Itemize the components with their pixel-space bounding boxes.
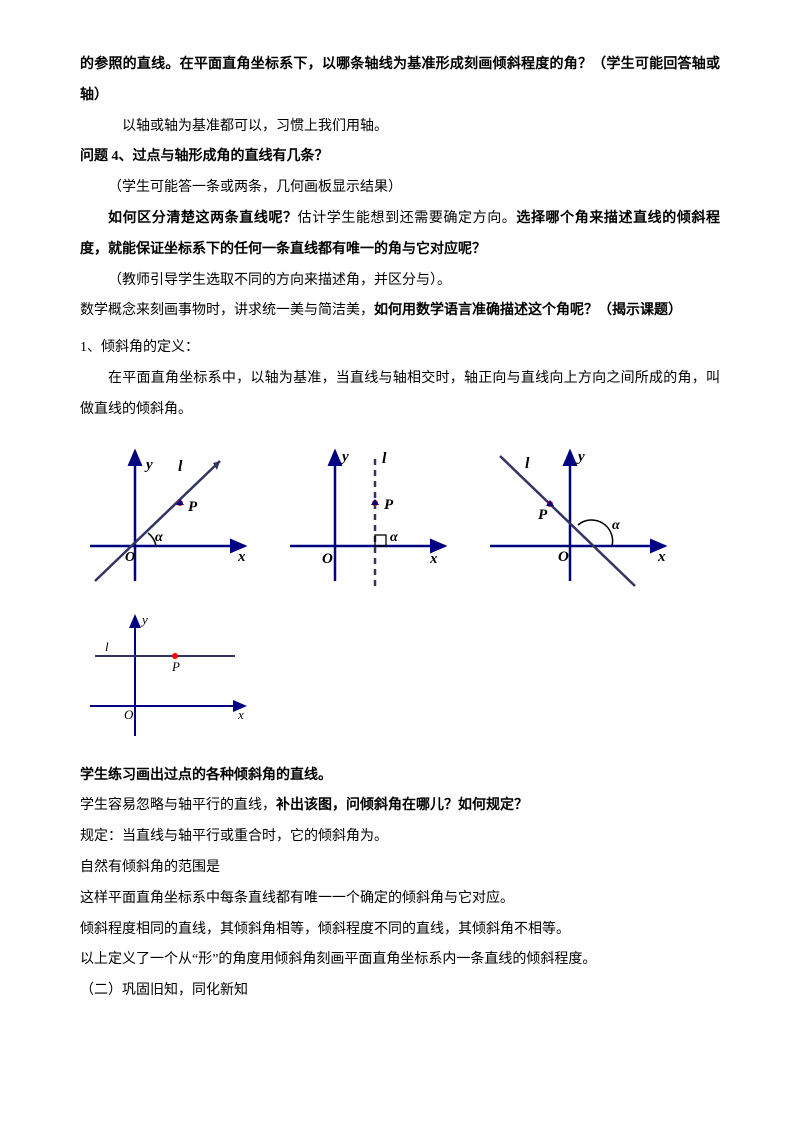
svg-text:x: x bbox=[429, 551, 438, 567]
concept-paragraph: 数学概念来刻画事物时，讲求统一美与简洁美，如何用数学语言准确描述这个角呢？（揭示… bbox=[80, 296, 720, 327]
svg-text:y: y bbox=[140, 612, 148, 627]
section-2-title: （二）巩固旧知，同化新知 bbox=[80, 976, 720, 1007]
svg-text:O: O bbox=[124, 707, 134, 722]
question-4-answer-1: （学生可能答一条或两条，几何画板显示结果） bbox=[80, 173, 720, 204]
intro-paragraph-2: 以轴或轴为基准都可以，习惯上我们用轴。 bbox=[80, 112, 720, 143]
diagram-3: y x O l P α bbox=[480, 441, 680, 591]
diagram-row-2: y x O l P bbox=[80, 606, 720, 746]
diagram-row-1: y x O l P α y x O bbox=[80, 441, 720, 591]
exercise-p4: 这样平面直角坐标系中每条直线都有唯一一个确定的倾斜角与它对应。 bbox=[80, 884, 720, 915]
question-4-answer-2: 如何区分清楚这两条直线呢？估计学生能想到还需要确定方向。选择哪个角来描述直线的倾… bbox=[80, 204, 720, 266]
svg-text:α: α bbox=[612, 518, 620, 533]
svg-text:P: P bbox=[171, 659, 180, 674]
diagram-4: y x O l P bbox=[80, 606, 720, 746]
concept-bold: 如何用数学语言准确描述这个角呢？（揭示课题） bbox=[374, 303, 682, 318]
svg-text:P: P bbox=[188, 499, 198, 515]
svg-text:O: O bbox=[322, 551, 333, 567]
exercise-p3: 自然有倾斜角的范围是 bbox=[80, 853, 720, 884]
svg-text:O: O bbox=[558, 549, 569, 565]
svg-text:y: y bbox=[144, 457, 153, 473]
svg-text:x: x bbox=[237, 707, 244, 722]
exercise-p5: 倾斜程度相同的直线，其倾斜角相等，倾斜程度不同的直线，其倾斜角不相等。 bbox=[80, 915, 720, 946]
q4-a2-plain: 估计学生能想到还需要确定方向。 bbox=[298, 211, 517, 226]
ex-p1-plain: 学生容易忽略与轴平行的直线， bbox=[80, 798, 276, 813]
svg-text:l: l bbox=[525, 455, 530, 472]
ex-p1-bold: 补出该图，问倾斜角在哪儿？如何规定？ bbox=[276, 798, 528, 813]
question-4-answer-3: （教师引导学生选取不同的方向来描述角，并区分与）。 bbox=[80, 266, 720, 297]
svg-text:y: y bbox=[576, 449, 585, 465]
exercise-title: 学生练习画出过点的各种倾斜角的直线。 bbox=[80, 761, 720, 792]
svg-text:x: x bbox=[657, 549, 666, 565]
svg-text:α: α bbox=[390, 530, 398, 545]
svg-text:α: α bbox=[155, 530, 163, 545]
svg-text:l: l bbox=[105, 639, 109, 654]
svg-text:O: O bbox=[125, 550, 135, 565]
svg-text:l: l bbox=[382, 450, 387, 467]
svg-text:y: y bbox=[340, 449, 349, 465]
intro-paragraph-1: 的参照的直线。在平面直角坐标系下，以哪条轴线为基准形成刻画倾斜程度的角？（学生可… bbox=[80, 50, 720, 112]
definition-title: 1、倾斜角的定义： bbox=[80, 333, 720, 364]
exercise-p6: 以上定义了一个从“形”的角度用倾斜角刻画平面直角坐标系内一条直线的倾斜程度。 bbox=[80, 945, 720, 976]
svg-text:P: P bbox=[538, 507, 548, 523]
exercise-p1: 学生容易忽略与轴平行的直线，补出该图，问倾斜角在哪儿？如何规定？ bbox=[80, 791, 720, 822]
diagram-2: y x O l P α bbox=[280, 441, 460, 591]
svg-text:x: x bbox=[237, 549, 246, 565]
definition-body: 在平面直角坐标系中，以轴为基准，当直线与轴相交时，轴正向与直线向上方向之间所成的… bbox=[80, 364, 720, 426]
svg-text:l: l bbox=[178, 458, 183, 475]
diagram-1: y x O l P α bbox=[80, 441, 260, 591]
exercise-p2: 规定：当直线与轴平行或重合时，它的倾斜角为。 bbox=[80, 822, 720, 853]
q4-a2-bold-1: 如何区分清楚这两条直线呢？ bbox=[108, 211, 298, 226]
svg-text:P: P bbox=[384, 497, 394, 513]
concept-plain: 数学概念来刻画事物时，讲求统一美与简洁美， bbox=[80, 303, 374, 318]
question-4-title: 问题 4、过点与轴形成角的直线有几条？ bbox=[80, 142, 720, 173]
